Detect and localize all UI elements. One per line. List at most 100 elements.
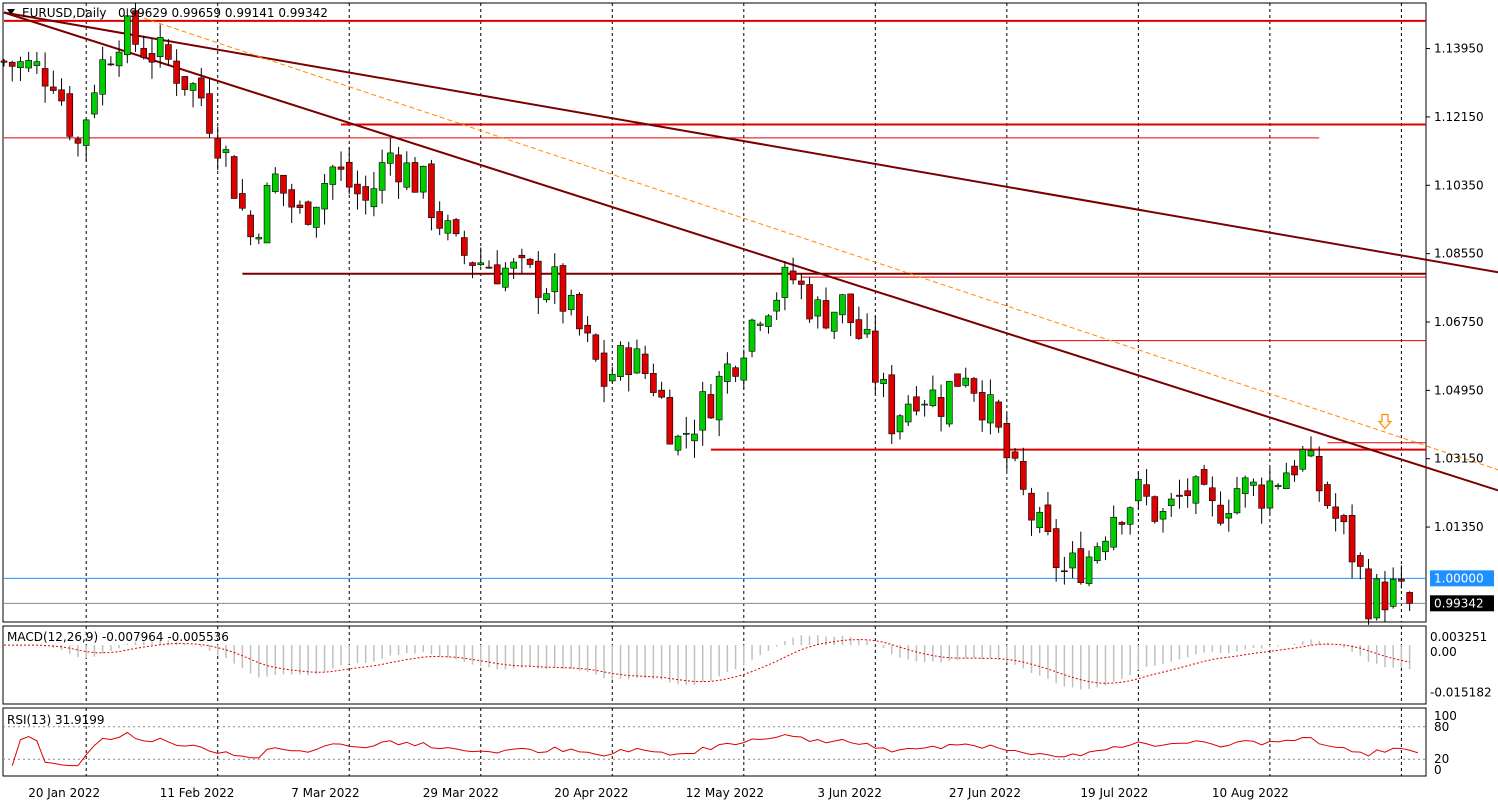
candle-body-98 xyxy=(806,284,813,320)
candle-body-9 xyxy=(74,138,82,144)
candle-body-79 xyxy=(650,373,657,393)
time-tick-label-3: 29 Mar 2022 xyxy=(423,786,499,800)
candle-body-28 xyxy=(230,156,238,199)
candle-body-154 xyxy=(1266,480,1274,509)
candle-body-106 xyxy=(872,330,879,383)
candle-body-101 xyxy=(830,311,838,332)
candle-body-92 xyxy=(756,323,764,326)
candle-body-93 xyxy=(765,315,772,327)
candle-body-120 xyxy=(987,394,994,424)
down-arrow-icon xyxy=(1377,413,1393,430)
candle-body-127 xyxy=(1044,504,1052,533)
candle-body-116 xyxy=(954,373,961,387)
candle-body-80 xyxy=(658,389,665,398)
candle-body-71 xyxy=(584,324,591,334)
candle-body-91 xyxy=(748,319,756,352)
candle-body-70 xyxy=(576,293,583,330)
candle-body-64 xyxy=(526,258,534,265)
candle-body-30 xyxy=(247,214,254,238)
candle-body-37 xyxy=(304,201,312,225)
trendline-1 xyxy=(3,11,1498,492)
candle-body-142 xyxy=(1167,498,1175,506)
candle-body-160 xyxy=(1315,456,1323,492)
candle-body-33 xyxy=(271,173,279,192)
candle-body-53 xyxy=(436,211,443,229)
candle-body-8 xyxy=(66,93,74,137)
candle-body-170 xyxy=(1398,578,1405,582)
candle-body-48 xyxy=(395,154,402,183)
candle-body-38 xyxy=(313,206,320,228)
time-tick-label-6: 3 Jun 2022 xyxy=(817,786,882,800)
time-tick-label-4: 20 Apr 2022 xyxy=(554,786,628,800)
candle-body-163 xyxy=(1340,515,1348,523)
candle-body-152 xyxy=(1250,481,1257,486)
candle-body-6 xyxy=(50,86,57,91)
candle-body-20 xyxy=(165,44,172,60)
price-tick-label-4: 1.06750 xyxy=(1434,315,1484,329)
time-tick-label-7: 27 Jun 2022 xyxy=(949,786,1021,800)
price-axis: 1.13950 1.12150 1.10350 1.08550 1.06750 1.049… xyxy=(1426,42,1492,777)
candle-body-46 xyxy=(378,162,386,191)
candle-body-89 xyxy=(732,367,739,377)
candle-body-52 xyxy=(428,163,435,219)
candle-body-13 xyxy=(107,63,115,66)
candlesticks xyxy=(0,2,1413,625)
rsi-pane[interactable] xyxy=(2,707,1427,777)
price-pane[interactable] xyxy=(2,2,1427,623)
candle-body-76 xyxy=(625,347,633,376)
candle-body-75 xyxy=(617,345,624,377)
candle-body-158 xyxy=(1299,449,1307,470)
candle-body-129 xyxy=(1061,570,1068,573)
candle-body-136 xyxy=(1118,522,1126,525)
candle-body-144 xyxy=(1184,490,1191,496)
candle-body-43 xyxy=(354,183,361,195)
candle-body-112 xyxy=(921,403,928,406)
candle-body-162 xyxy=(1332,506,1339,519)
candle-body-12 xyxy=(99,59,106,95)
candle-body-151 xyxy=(1241,477,1249,494)
candle-body-97 xyxy=(798,280,805,285)
time-tick-label-2: 7 Mar 2022 xyxy=(291,786,359,800)
candle-body-167 xyxy=(1373,578,1381,619)
rsi-indicator xyxy=(3,726,1426,767)
candle-body-68 xyxy=(559,265,567,312)
candle-body-143 xyxy=(1176,494,1183,497)
candle-body-103 xyxy=(847,293,854,323)
candle-body-55 xyxy=(452,219,460,235)
candle-body-7 xyxy=(58,89,65,102)
macd-signal-line xyxy=(3,639,1410,684)
support-resistance-lines xyxy=(3,19,1426,604)
candle-body-141 xyxy=(1159,511,1167,520)
price-marker-box-0 xyxy=(1430,570,1494,587)
macd-label: MACD(12,26,9) -0.007964 -0.005536 xyxy=(7,630,229,644)
candle-body-45 xyxy=(370,188,378,208)
candle-body-34 xyxy=(280,174,287,194)
candle-body-109 xyxy=(896,415,904,433)
candle-body-50 xyxy=(411,162,419,193)
candle-body-49 xyxy=(403,162,411,188)
rsi-tick-label-0: 100 xyxy=(1434,709,1457,723)
candle-body-157 xyxy=(1291,465,1298,476)
candle-body-73 xyxy=(600,352,608,387)
dropdown-triangle-icon[interactable] xyxy=(7,9,15,15)
ohlc-values: 0.99629 0.99659 0.99141 0.99342 xyxy=(118,6,328,20)
candle-body-171 xyxy=(1406,592,1413,604)
macd-pane[interactable] xyxy=(2,625,1427,705)
price-marker-label-0: 1.00000 xyxy=(1434,571,1484,585)
candle-body-32 xyxy=(263,185,271,244)
candle-body-59 xyxy=(485,266,493,269)
candle-body-1 xyxy=(8,61,16,67)
price-tick-label-6: 1.03150 xyxy=(1434,452,1484,466)
candle-body-156 xyxy=(1283,472,1290,490)
candle-body-81 xyxy=(666,397,674,445)
candle-body-35 xyxy=(288,189,296,208)
candle-body-2 xyxy=(17,61,24,69)
candle-body-145 xyxy=(1192,476,1200,504)
candle-body-107 xyxy=(880,379,887,384)
candle-body-168 xyxy=(1381,581,1389,611)
candle-body-66 xyxy=(543,293,550,301)
candle-body-118 xyxy=(970,378,978,394)
candle-body-87 xyxy=(715,375,723,421)
